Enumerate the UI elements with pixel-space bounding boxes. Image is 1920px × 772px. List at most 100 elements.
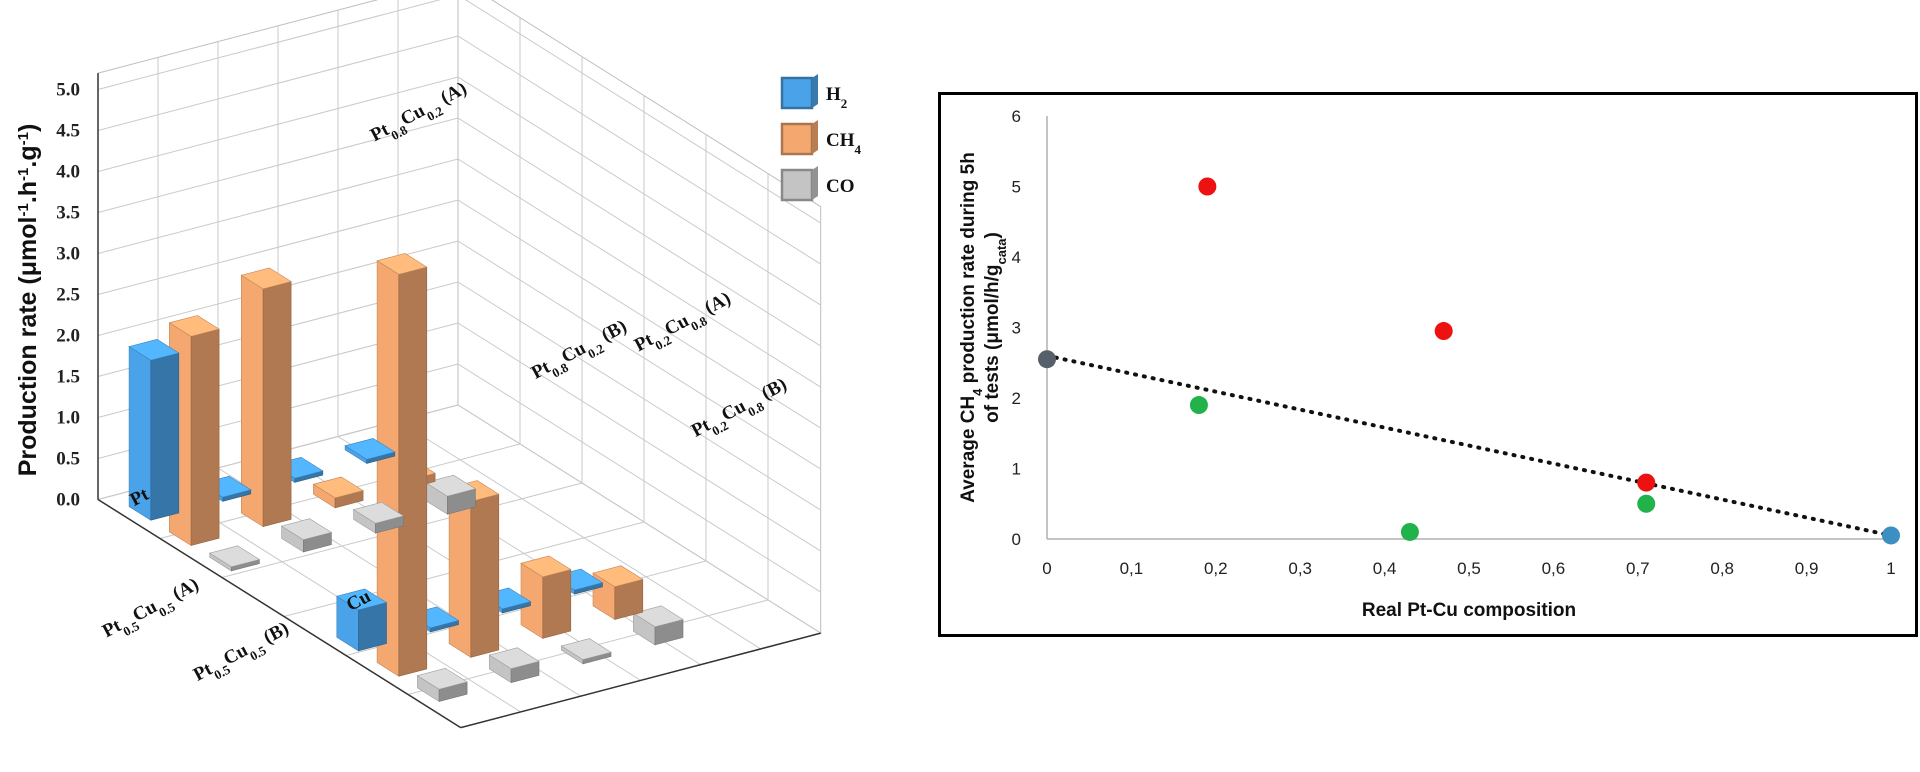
legend-swatch bbox=[780, 122, 814, 156]
x-tick-label: 0,7 bbox=[1626, 559, 1650, 578]
catalyst-label: Pt0.5Cu0.5 (B) bbox=[190, 618, 295, 691]
legend: H2 CH4 CO bbox=[780, 74, 862, 202]
scatter-point bbox=[1882, 526, 1900, 545]
h2-bar bbox=[336, 588, 388, 652]
y-tick-label: 6 bbox=[1012, 107, 1021, 126]
ch4-bar-top bbox=[592, 565, 644, 588]
ch4-bar bbox=[376, 253, 428, 677]
h2-bar-top bbox=[336, 588, 388, 611]
y-tick-label: 3.5 bbox=[56, 203, 80, 224]
y-tick-label: 0.0 bbox=[56, 490, 80, 511]
scatter-point bbox=[1434, 322, 1453, 341]
y-tick-label: 3.0 bbox=[56, 244, 80, 265]
legend-swatch-side bbox=[812, 166, 818, 200]
y-tick-label: 4.0 bbox=[56, 162, 80, 183]
co-bar-top bbox=[280, 518, 333, 541]
y-tick-label: 1.5 bbox=[56, 367, 80, 388]
legend-label: CH4 bbox=[826, 130, 862, 157]
ch4-bar bbox=[520, 555, 572, 639]
co-bar-top bbox=[488, 647, 540, 670]
co-bar-top bbox=[560, 638, 612, 660]
y-tick-label: 1.0 bbox=[56, 408, 80, 429]
y-tick-labels: 0 1 2 3 4 5 6 bbox=[1012, 107, 1021, 549]
co-bar bbox=[632, 605, 684, 646]
h2-bar-top bbox=[128, 338, 180, 361]
chart-3d-svg: 0.0 0.5 1.0 1.5 2.0 2.5 3.0 3.5 4.0 4.5 5.0 Product… bbox=[14, 0, 862, 729]
bars bbox=[128, 253, 684, 703]
ch4-bar-side bbox=[542, 569, 572, 639]
legend-swatch bbox=[780, 76, 814, 110]
x-tick-label: 0,2 bbox=[1204, 559, 1228, 578]
trendline bbox=[1045, 353, 1893, 538]
ch4-bar-side bbox=[262, 281, 292, 527]
y-tick-label: 0 bbox=[1012, 530, 1021, 549]
h2-bar bbox=[344, 438, 396, 465]
y-axis-title-line1: Average CH4 production rate during 5h bbox=[958, 152, 985, 503]
y-tick-labels: 0.0 0.5 1.0 1.5 2.0 2.5 3.0 3.5 4.0 4.5 5.0 bbox=[56, 80, 80, 511]
co-bar bbox=[280, 518, 333, 553]
y-axis-title: Production rate (μmol-1.h-1.g-1) bbox=[14, 124, 42, 477]
ch4-bar-top bbox=[312, 476, 364, 499]
co-bar bbox=[424, 474, 477, 515]
co-bar bbox=[488, 647, 540, 684]
x-axis-title: Real Pt-Cu composition bbox=[1362, 600, 1576, 621]
y-tick-label: 2.5 bbox=[56, 285, 80, 306]
chart-frame bbox=[938, 92, 1918, 637]
x-tick-label: 0,5 bbox=[1457, 559, 1481, 578]
co-bar bbox=[416, 667, 468, 703]
co-bar bbox=[352, 501, 405, 534]
chart-scatter-svg: 0 0,1 0,2 0,3 0,4 0,5 0,6 0,7 0,8 0,9 1 0 1 2 3 4 5 6 Real… bbox=[938, 92, 1918, 637]
ch4-bar bbox=[312, 476, 364, 509]
chart-scatter-ch4: 0 0,1 0,2 0,3 0,4 0,5 0,6 0,7 0,8 0,9 1 0 1 2 3 4 5 6 Real… bbox=[938, 92, 1918, 637]
y-tick-label: 3 bbox=[1012, 319, 1021, 338]
y-tick-label: 2 bbox=[1012, 389, 1021, 408]
h2-bar-side bbox=[150, 352, 180, 521]
y-tick-label: 2.0 bbox=[56, 326, 80, 347]
x-tick-label: 0,6 bbox=[1542, 559, 1566, 578]
ch4-bar-top bbox=[168, 315, 220, 337]
x-tick-label: 0,9 bbox=[1795, 559, 1819, 578]
scatter-point bbox=[1189, 396, 1208, 415]
scatter-point bbox=[1400, 522, 1419, 541]
legend-swatch bbox=[780, 168, 814, 202]
x-tick-label: 0,8 bbox=[1710, 559, 1734, 578]
co-bar-top bbox=[208, 545, 261, 568]
scatter-point bbox=[1637, 473, 1656, 492]
catalyst-axis-line bbox=[97, 498, 462, 729]
scatter-points bbox=[1038, 177, 1900, 545]
catalyst-label: Pt0.5Cu0.5 (A) bbox=[99, 574, 205, 647]
x-tick-label: 0,3 bbox=[1288, 559, 1312, 578]
ch4-bar-top bbox=[240, 267, 292, 290]
depth-axis-line bbox=[460, 632, 821, 729]
y-tick-label: 0.5 bbox=[56, 449, 80, 470]
ch4-bar-side bbox=[398, 266, 428, 677]
x-tick-label: 1 bbox=[1886, 559, 1895, 578]
h2-bar-top bbox=[344, 438, 396, 460]
y-tick-label: 5.0 bbox=[56, 80, 80, 101]
legend-swatch-side bbox=[812, 120, 818, 154]
h2-bar bbox=[128, 338, 180, 521]
y-axis-title-line2: of tests (μmol/h/gcata) bbox=[982, 232, 1009, 423]
legend-swatch-side bbox=[812, 74, 818, 108]
co-bar-top bbox=[416, 667, 468, 690]
co-bar bbox=[560, 638, 612, 665]
x-tick-label: 0,1 bbox=[1120, 559, 1144, 578]
ch4-bar-side bbox=[190, 328, 220, 546]
scatter-point bbox=[1637, 494, 1656, 513]
y-tick-label: 1 bbox=[1012, 460, 1021, 479]
ch4-bar-front bbox=[448, 487, 472, 658]
gridline-floor bbox=[397, 420, 761, 650]
scatter-point bbox=[1198, 177, 1217, 196]
chart-3d-production-rate: 0.0 0.5 1.0 1.5 2.0 2.5 3.0 3.5 4.0 4.5 5.0 Product… bbox=[0, 0, 920, 767]
scatter-point bbox=[1038, 350, 1056, 369]
x-tick-label: 0 bbox=[1042, 559, 1051, 578]
y-tick-label: 5 bbox=[1012, 178, 1021, 197]
ch4-bar-top bbox=[376, 253, 428, 275]
ch4-bar bbox=[240, 267, 292, 528]
y-tick-label: 4.5 bbox=[56, 121, 80, 142]
y-tick-label: 4 bbox=[1012, 248, 1021, 267]
x-tick-label: 0,4 bbox=[1373, 559, 1397, 578]
ch4-bar-top bbox=[520, 555, 572, 578]
legend-label: CO bbox=[826, 176, 855, 197]
legend-label: H2 bbox=[826, 84, 847, 111]
